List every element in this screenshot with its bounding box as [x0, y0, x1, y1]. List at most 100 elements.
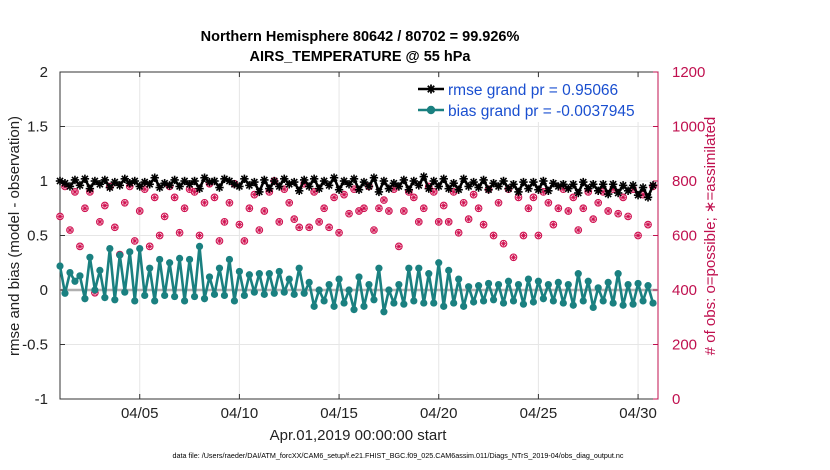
y2-tick-label: 1200	[672, 64, 705, 81]
rmse-point	[484, 185, 493, 194]
assimilated-obs-point	[570, 194, 576, 200]
rmse-point	[265, 184, 274, 193]
rmse-point	[589, 180, 598, 189]
assimilated-obs-point	[500, 241, 507, 247]
possible-obs-point	[195, 231, 204, 240]
bias-point	[325, 280, 333, 289]
rmse-point	[439, 174, 448, 184]
possible-obs-point	[400, 207, 408, 215]
bias-point	[136, 244, 144, 253]
rmse-point	[304, 182, 314, 191]
rmse-point	[145, 180, 154, 189]
assimilated-obs-point	[137, 208, 143, 214]
assimilated-obs-point	[530, 194, 537, 200]
bias-point	[295, 264, 303, 272]
bias-point	[549, 297, 557, 305]
bias-point	[171, 292, 179, 301]
bias-point	[330, 302, 338, 310]
assimilated-obs-point	[466, 216, 472, 222]
rmse-point	[275, 182, 284, 191]
possible-obs-point	[459, 198, 468, 207]
assimilated-obs-point	[241, 238, 247, 244]
y-tick-label: 1.5	[27, 119, 48, 136]
possible-obs-point	[464, 215, 473, 223]
y-tick-label: 0	[40, 282, 48, 299]
assimilated-obs-point	[216, 238, 223, 244]
rmse-point	[399, 175, 409, 185]
x-tick-label: 04/20	[420, 405, 458, 422]
bias-point	[61, 289, 69, 297]
assimilated-obs-point	[580, 205, 586, 211]
possible-obs-point	[489, 231, 498, 240]
assimilated-obs-point	[261, 208, 267, 214]
possible-obs-point	[155, 231, 164, 240]
bias-point	[250, 288, 258, 296]
assimilated-obs-point	[386, 208, 392, 214]
rmse-point	[105, 183, 115, 192]
possible-obs-point	[170, 193, 179, 202]
possible-obs-point	[320, 204, 328, 213]
possible-obs-point	[340, 190, 348, 199]
bias-point	[529, 298, 538, 306]
bias-point	[619, 301, 627, 309]
assimilated-obs-point	[620, 194, 626, 200]
bias-point	[395, 280, 403, 289]
bias-point	[415, 264, 423, 272]
possible-obs-point	[235, 220, 244, 229]
chart-title: Northern Hemisphere 80642 / 80702 = 99.9…	[201, 29, 520, 45]
rmse-point	[444, 184, 453, 193]
rmse-point	[130, 176, 139, 186]
x-tick-label: 04/10	[221, 405, 259, 422]
assimilated-obs-point	[625, 213, 631, 220]
bias-point	[235, 267, 243, 276]
assimilated-obs-point	[181, 205, 188, 211]
rmse-point	[175, 182, 184, 191]
possible-obs-point	[150, 193, 159, 202]
possible-obs-point	[524, 204, 533, 213]
rmse-point	[255, 187, 264, 197]
possible-obs-point	[534, 231, 543, 240]
bias-point	[390, 299, 398, 307]
bias-point	[504, 277, 513, 285]
assimilated-obs-point	[177, 230, 183, 236]
bias-point	[479, 297, 488, 305]
rmse-point	[474, 183, 483, 192]
possible-obs-point	[375, 204, 383, 213]
rmse-point	[324, 181, 334, 190]
rmse-point	[334, 185, 344, 194]
bias-point	[584, 277, 592, 285]
rmse-point	[245, 181, 254, 190]
bias-point	[71, 277, 79, 285]
bias-point	[435, 259, 443, 267]
rmse-point	[344, 180, 354, 189]
bias-point	[599, 297, 607, 305]
rmse-point	[623, 186, 633, 196]
bias-point	[499, 299, 508, 307]
bias-point	[141, 291, 149, 300]
assimilated-obs-point	[510, 254, 517, 260]
rmse-point	[494, 182, 503, 191]
rmse-point	[479, 175, 488, 185]
assimilated-obs-point	[645, 222, 651, 228]
possible-obs-point	[285, 198, 294, 207]
bias-point	[225, 255, 234, 264]
assimilated-obs-point	[476, 205, 482, 211]
possible-obs-point	[429, 188, 438, 196]
bias-point	[624, 280, 632, 289]
rmse-point	[384, 184, 394, 193]
bias-point	[375, 264, 383, 272]
legend-rmse-marker	[426, 84, 436, 94]
rmse-point	[424, 184, 433, 193]
possible-obs-point	[624, 212, 632, 221]
bias-point	[634, 279, 642, 288]
bias-point	[484, 279, 493, 288]
possible-obs-point	[100, 201, 109, 210]
bias-point	[270, 289, 278, 297]
possible-obs-point	[614, 209, 622, 218]
possible-obs-point	[345, 209, 353, 218]
bias-point	[649, 299, 657, 307]
bias-point	[290, 290, 298, 298]
bias-point	[151, 297, 159, 305]
rmse-point	[598, 180, 608, 189]
bias-point	[559, 299, 567, 307]
